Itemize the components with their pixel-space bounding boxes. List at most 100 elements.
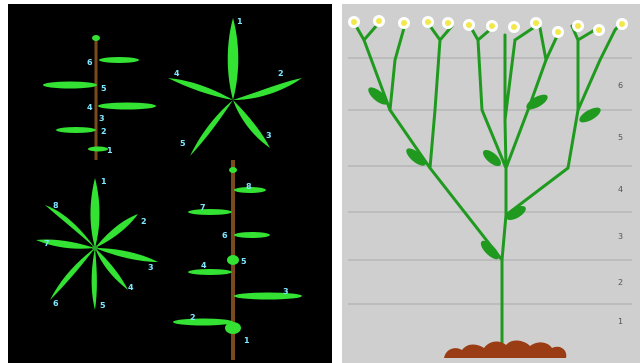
whorl8-leaf-7 <box>36 239 95 249</box>
branch-center-right <box>504 32 560 170</box>
level-label-4: 4 <box>618 185 623 194</box>
opp-label-7: 7 <box>200 203 206 212</box>
whorl8-label-4: 4 <box>128 283 134 292</box>
opp-leaf-3 <box>234 292 302 300</box>
alt-label-5: 5 <box>101 84 107 93</box>
whorl8-center <box>92 245 98 251</box>
whorl5-label-1: 1 <box>237 17 243 26</box>
alt-leaf-1 <box>88 146 108 152</box>
whorl8-leaf-2 <box>95 214 138 248</box>
opp-label-2: 2 <box>190 313 196 322</box>
whorl5-leaf-4 <box>190 100 233 156</box>
alt-leaf-6 <box>99 57 139 63</box>
whorl5-label-2: 2 <box>278 69 284 78</box>
branch-left-lower <box>362 38 504 262</box>
whorl-5-plant: 1 2 3 4 5 <box>168 17 302 156</box>
branch-left-twig-b <box>362 22 380 42</box>
whorl5-label-3: 3 <box>266 131 272 140</box>
whorl5-label-4: 4 <box>174 69 180 78</box>
opp-node-1 <box>225 322 241 334</box>
alt-label-6: 6 <box>87 58 93 67</box>
opp-leaf-2 <box>173 318 233 326</box>
alt-label-2: 2 <box>101 127 107 136</box>
main-stem <box>500 33 508 347</box>
flowers <box>348 15 628 38</box>
opposite-leaf-plant: 8 7 6 5 4 3 2 1 <box>173 160 302 360</box>
opp-node-5 <box>227 255 239 265</box>
left-panel: 6 5 4 3 2 1 1 2 3 4 5 <box>8 4 332 363</box>
branch-center-left <box>476 38 508 170</box>
opp-label-8: 8 <box>246 182 252 191</box>
flower <box>530 17 542 29</box>
whorl8-label-8: 8 <box>53 201 59 210</box>
whorl8-leaf-5 <box>91 248 97 310</box>
level-label-3: 3 <box>618 232 623 241</box>
whorl5-leaf-2 <box>233 78 302 100</box>
branch-leaves <box>368 87 601 260</box>
level-label-2: 2 <box>618 278 623 287</box>
flower <box>508 21 520 33</box>
leaf-left-upper <box>368 87 388 105</box>
alt-leaf-2 <box>56 127 96 133</box>
opp-leaf-4 <box>188 269 232 275</box>
flower <box>348 16 360 28</box>
leaf-right-lower <box>506 206 526 220</box>
leaf-lower-main <box>480 240 500 260</box>
whorl8-label-1: 1 <box>101 177 107 186</box>
whorl8-label-7: 7 <box>44 239 50 248</box>
opp-label-1: 1 <box>244 336 250 345</box>
right-panel-background <box>342 4 640 363</box>
whorl8-leaf-4 <box>95 248 128 290</box>
branch-left-upper <box>388 26 406 112</box>
flower <box>486 20 498 32</box>
branch-left-twig-a <box>354 24 366 42</box>
flower <box>552 26 564 38</box>
flower <box>593 24 605 36</box>
flower <box>572 20 584 32</box>
level-label-1: 1 <box>618 317 623 326</box>
whorl8-label-5: 5 <box>100 301 106 310</box>
whorl8-leaf-3 <box>95 248 158 262</box>
alternate-plant-tip <box>92 35 100 41</box>
whorl8-leaf-8 <box>45 205 95 248</box>
opp-label-6: 6 <box>222 231 228 240</box>
leaf-center-mid <box>482 149 502 167</box>
level-lines <box>348 57 632 305</box>
whorl8-label-2: 2 <box>141 217 147 226</box>
flower <box>398 17 410 29</box>
level-label-6: 6 <box>618 81 623 90</box>
alt-label-1: 1 <box>107 146 113 155</box>
whorl-8-plant: 1 2 3 4 5 6 7 8 <box>36 177 158 310</box>
opp-leaf-7 <box>188 209 232 215</box>
opp-label-4: 4 <box>201 261 207 270</box>
leaf-right-upper <box>579 107 601 123</box>
flower <box>422 16 434 28</box>
whorl5-label-5: 5 <box>180 139 186 148</box>
branch-left-twig-c <box>428 24 442 42</box>
opposite-plant-tip <box>229 167 237 173</box>
leaf-center-upper <box>526 94 548 110</box>
root-soil <box>444 340 567 358</box>
alt-leaf-3 <box>98 102 156 110</box>
branch-right-upper <box>576 28 617 112</box>
branch-center-mid-twig <box>513 24 538 42</box>
whorl8-label-3: 3 <box>148 263 154 272</box>
opp-leaf-8 <box>234 187 266 193</box>
alternate-leaf-plant: 6 5 4 3 2 1 <box>43 35 156 160</box>
whorl5-leaf-1 <box>227 18 239 100</box>
whorl8-leaf-1 <box>90 178 100 248</box>
flower <box>373 15 385 27</box>
branch-right-lower <box>504 38 580 217</box>
flower <box>442 17 454 29</box>
flower <box>616 18 628 30</box>
whorl8-leaf-6 <box>50 248 95 300</box>
branch-center-mid <box>503 38 517 122</box>
alt-label-4: 4 <box>87 103 93 112</box>
whorl5-leaf-3 <box>233 100 270 148</box>
flower <box>463 19 475 31</box>
whorl5-leaf-5 <box>168 78 233 100</box>
alt-leaf-4 <box>43 81 97 89</box>
branching-stems <box>354 20 624 347</box>
branch-center-right-twig <box>538 26 548 62</box>
